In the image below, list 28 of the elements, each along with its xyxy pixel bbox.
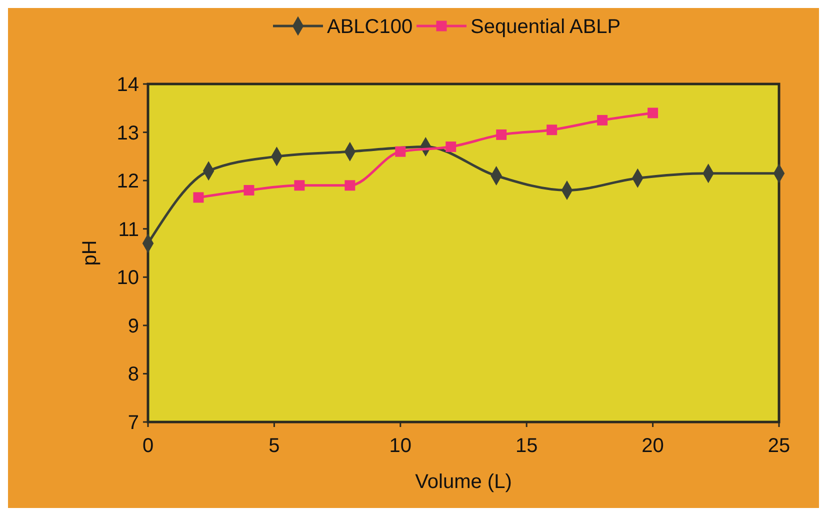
point (244, 184, 254, 196)
point (546, 124, 558, 136)
point (496, 129, 507, 140)
y-tick-label: 13 (116, 122, 139, 144)
point (597, 114, 608, 126)
y-tick-label: 7 (128, 412, 139, 434)
point (395, 146, 406, 157)
y-tick-label: 14 (116, 74, 139, 96)
point (648, 108, 658, 118)
x-tick-label: 0 (142, 435, 154, 457)
x-tick-label: 5 (268, 435, 280, 457)
x-tick-label: 15 (515, 435, 538, 457)
y-tick-label: 9 (128, 315, 139, 338)
point (294, 180, 305, 191)
point (344, 180, 356, 191)
x-axis-title: Volume (L) (415, 471, 512, 493)
legend-label: ABLC100 (327, 16, 413, 38)
point (193, 192, 204, 203)
point (446, 142, 456, 152)
x-tick-label: 10 (389, 435, 412, 457)
y-tick-label: 11 (118, 218, 139, 241)
legend-label: Sequential ABLP (470, 16, 621, 38)
y-tick-label: 8 (128, 364, 139, 386)
x-tick-label: 20 (642, 435, 664, 457)
y-axis-title: pH (79, 240, 101, 266)
y-tick-label: 10 (116, 267, 139, 290)
y-tick-label: 12 (116, 170, 139, 193)
x-tick-label: 25 (768, 435, 790, 457)
